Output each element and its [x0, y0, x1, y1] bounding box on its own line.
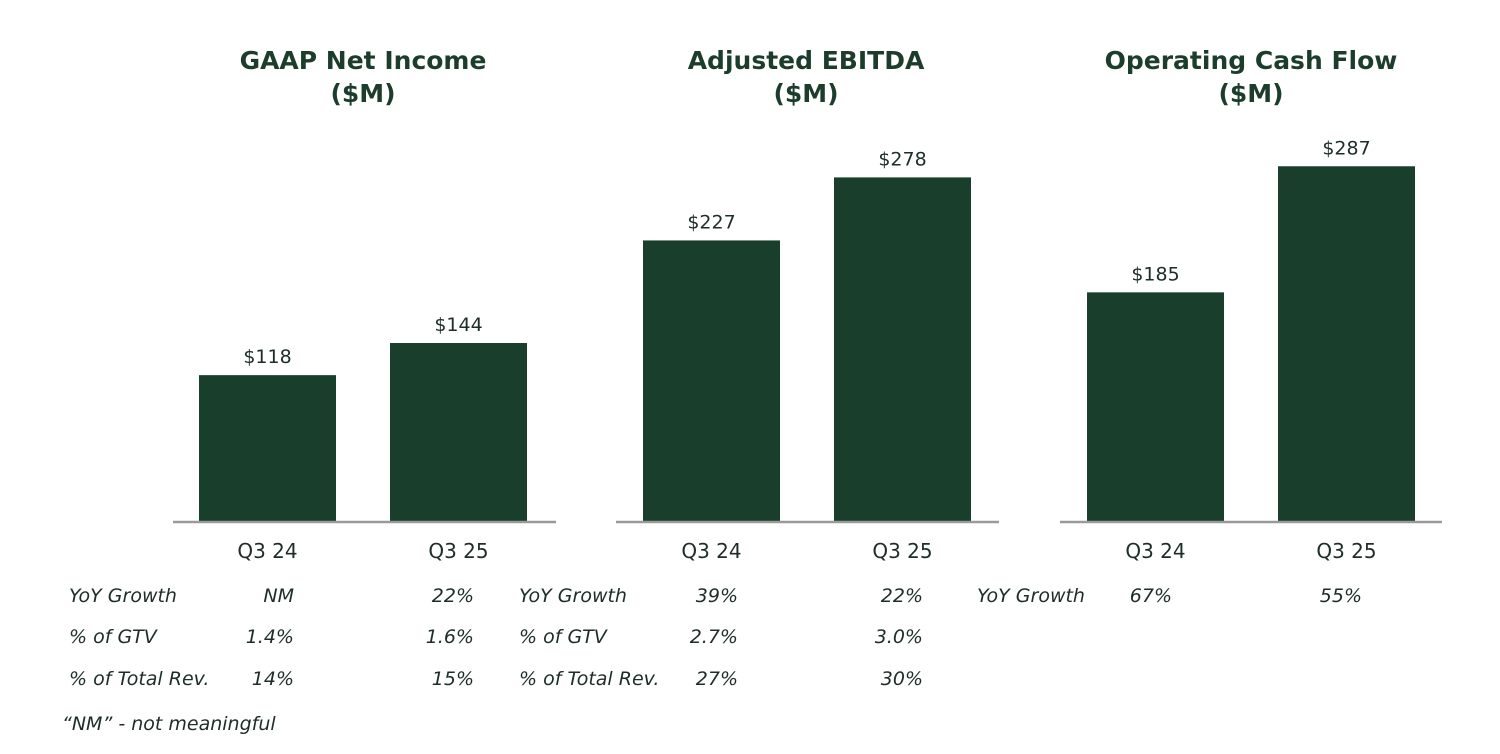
- data-label-cash-flow-0: $185: [1131, 263, 1179, 285]
- data-label-cash-flow-1: $287: [1322, 137, 1370, 159]
- ebitda-yoy-q325: 22%: [880, 585, 923, 607]
- cash-flow-yoy-label: YoY Growth: [977, 585, 1085, 607]
- net-income-rev-q325: 15%: [431, 668, 474, 690]
- cash-flow-yoy-q325: 55%: [1319, 585, 1362, 607]
- chart-ebitda: $227 Q3 24 $278 Q3 25: [616, 148, 999, 563]
- bar-cash-flow-q324: [1087, 292, 1224, 521]
- footnote: “NM” - not meaningful: [62, 713, 276, 735]
- chart-cash-flow: $185 Q3 24 $287 Q3 25: [1060, 137, 1442, 563]
- tick-label-cash-flow-1: Q3 25: [1316, 539, 1376, 563]
- net-income-gtv-q325: 1.6%: [425, 626, 474, 648]
- net-income-gtv-label: % of GTV: [69, 626, 157, 648]
- ebitda-gtv-label: % of GTV: [519, 626, 607, 648]
- bar-cash-flow-q325: [1278, 166, 1415, 521]
- ebitda-rev-q324: 27%: [695, 668, 738, 690]
- cash-flow-yoy-q324: 67%: [1129, 585, 1172, 607]
- tick-label-ebitda-1: Q3 25: [872, 539, 932, 563]
- tick-label-ebitda-0: Q3 24: [681, 539, 741, 563]
- data-label-ebitda-1: $278: [878, 148, 926, 170]
- chart-net-income: $118 Q3 24 $144 Q3 25: [173, 314, 556, 563]
- chart-unit-ebitda: ($M): [773, 79, 839, 108]
- ebitda-yoy-q324: 39%: [695, 585, 738, 607]
- chart-unit-cash-flow: ($M): [1218, 79, 1284, 108]
- ebitda-rev-label: % of Total Rev.: [519, 668, 660, 690]
- tick-label-net-income-1: Q3 25: [428, 539, 488, 563]
- chart-unit-net-income: ($M): [330, 79, 396, 108]
- ebitda-yoy-label: YoY Growth: [519, 585, 627, 607]
- chart-title-net-income-text: GAAP Net Income: [239, 46, 487, 75]
- ebitda-gtv-q324: 2.7%: [689, 626, 738, 648]
- net-income-gtv-q324: 1.4%: [245, 626, 294, 648]
- tick-label-cash-flow-0: Q3 24: [1125, 539, 1185, 563]
- bar-ebitda-q325: [834, 177, 971, 521]
- chart-title-net-income: GAAP Net Income ($M): [193, 44, 533, 110]
- bar-ebitda-q324: [643, 240, 780, 522]
- ebitda-rev-q325: 30%: [880, 668, 923, 690]
- bar-net-income-q324: [199, 375, 336, 521]
- net-income-yoy-q325: 22%: [431, 585, 474, 607]
- chart-title-cash-flow-text: Operating Cash Flow: [1104, 46, 1398, 75]
- net-income-rev-q324: 14%: [251, 668, 294, 690]
- chart-title-cash-flow: Operating Cash Flow ($M): [1081, 44, 1421, 110]
- data-label-net-income-1: $144: [434, 314, 482, 336]
- chart-title-ebitda-text: Adjusted EBITDA: [687, 46, 925, 75]
- data-label-net-income-0: $118: [243, 346, 291, 368]
- bar-net-income-q325: [390, 343, 527, 521]
- ebitda-gtv-q325: 3.0%: [874, 626, 923, 648]
- net-income-yoy-label: YoY Growth: [69, 585, 177, 607]
- tick-label-net-income-0: Q3 24: [237, 539, 297, 563]
- data-label-ebitda-0: $227: [687, 211, 735, 233]
- chart-title-ebitda: Adjusted EBITDA ($M): [636, 44, 976, 110]
- net-income-rev-label: % of Total Rev.: [69, 668, 210, 690]
- net-income-yoy-q324: NM: [263, 585, 294, 607]
